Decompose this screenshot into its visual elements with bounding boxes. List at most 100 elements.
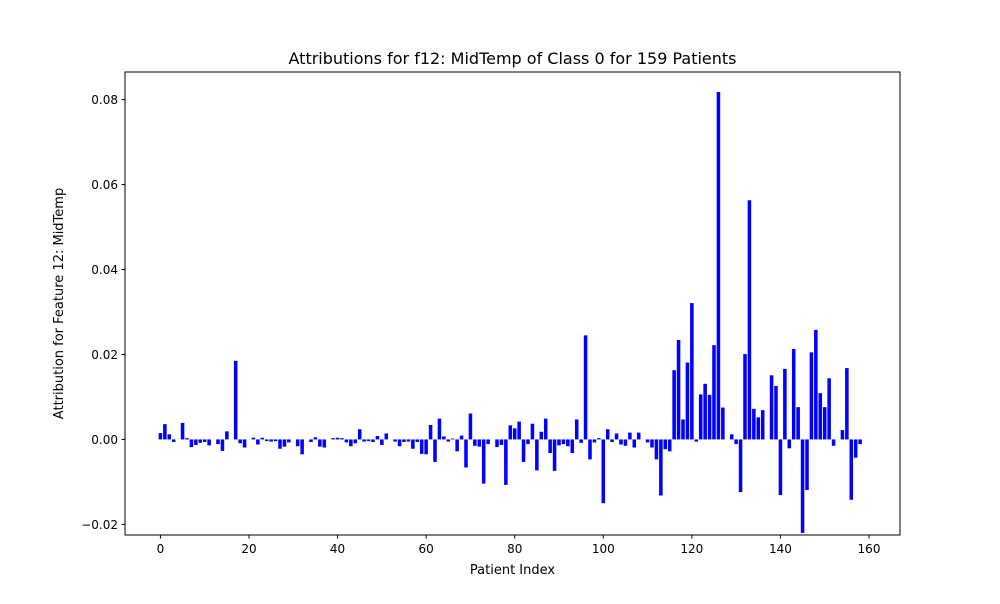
bar-patient-48	[371, 439, 375, 442]
y-tick-label: 0.06	[91, 178, 118, 192]
bar-patient-158	[858, 439, 862, 444]
bar-patient-86	[540, 432, 544, 440]
bar-patient-130	[734, 439, 738, 444]
bar-patient-22	[256, 439, 260, 444]
bar-patient-82	[522, 439, 526, 462]
bar-patient-25	[269, 439, 273, 441]
bar-patient-54	[398, 439, 402, 446]
bar-patient-59	[420, 439, 424, 453]
bar-patient-115	[668, 439, 672, 451]
x-tick-label: 140	[769, 542, 792, 556]
bar-patient-151	[827, 378, 831, 439]
bar-patient-32	[300, 439, 304, 454]
bar-patient-55	[402, 439, 406, 442]
bar-patient-111	[650, 439, 654, 447]
bar-patient-81	[517, 422, 521, 440]
bar-patient-121	[695, 439, 699, 441]
bar-patient-101	[606, 429, 610, 439]
bar-patient-71	[473, 439, 477, 445]
bar-patient-122	[699, 394, 703, 439]
x-tick-label: 160	[858, 542, 881, 556]
bar-patient-2	[168, 434, 172, 439]
bar-patient-8	[194, 439, 198, 445]
bar-patient-47	[367, 439, 371, 441]
bar-patient-134	[752, 409, 756, 440]
bar-patient-46	[362, 439, 366, 441]
bar-patient-50	[380, 439, 384, 445]
bar-patient-63	[438, 419, 442, 440]
bar-patient-69	[464, 439, 468, 467]
x-tick-label: 40	[330, 542, 345, 556]
bar-patient-97	[588, 439, 592, 459]
bar-patient-125	[712, 345, 716, 439]
bar-patient-64	[442, 436, 446, 439]
bar-patient-10	[203, 439, 207, 442]
bar-patient-135	[757, 417, 761, 439]
bar-patient-139	[774, 386, 778, 440]
bar-patient-13	[216, 439, 220, 444]
bar-patient-154	[841, 430, 845, 439]
bar-patient-79	[509, 425, 513, 439]
bar-patient-124	[708, 395, 712, 440]
bar-patient-119	[686, 363, 690, 440]
bar-patient-77	[500, 439, 504, 445]
bar-patient-62	[433, 439, 437, 462]
bar-patient-49	[376, 436, 380, 439]
bar-patient-40	[336, 438, 340, 440]
bar-patient-45	[358, 429, 362, 439]
bar-patient-24	[265, 439, 269, 441]
x-tick-label: 0	[157, 542, 165, 556]
bar-patient-31	[296, 439, 300, 446]
bar-patient-73	[482, 439, 486, 483]
bar-patient-155	[845, 368, 849, 439]
bar-patient-66	[451, 439, 455, 440]
bar-patient-87	[544, 419, 548, 440]
bar-patient-26	[274, 439, 278, 441]
bar-patient-106	[628, 433, 632, 440]
bar-patient-76	[495, 439, 499, 447]
bar-patient-110	[646, 439, 650, 442]
bar-patient-0	[159, 433, 163, 439]
y-tick-label: 0.08	[91, 93, 118, 107]
bar-patient-56	[407, 439, 411, 441]
bar-patient-60	[424, 439, 428, 454]
bar-patient-58	[416, 439, 420, 442]
bar-patient-23	[261, 438, 265, 440]
bar-patient-88	[548, 439, 552, 453]
bar-patient-9	[199, 439, 203, 442]
x-tick-label: 60	[419, 542, 434, 556]
bar-patient-149	[819, 393, 823, 439]
bar-patient-84	[531, 424, 535, 440]
bar-patient-51	[385, 433, 389, 439]
y-tick-label: 0.04	[91, 263, 118, 277]
bar-patient-150	[823, 407, 827, 439]
bar-patient-44	[354, 439, 358, 443]
bar-patient-39	[331, 438, 335, 439]
bar-patient-61	[429, 425, 433, 439]
bar-patient-85	[535, 439, 539, 470]
bar-patient-42	[345, 439, 349, 442]
bar-patient-21	[252, 438, 256, 440]
bar-patient-27	[278, 439, 282, 448]
bar-patient-41	[340, 438, 344, 439]
chart-title: Attributions for f12: MidTemp of Class 0…	[289, 49, 737, 68]
bar-patient-96	[584, 335, 588, 439]
bar-patient-133	[748, 200, 752, 439]
y-axis-label: Attribution for Feature 12: MidTemp	[52, 188, 67, 419]
bar-patient-103	[615, 433, 619, 439]
bar-patient-28	[283, 439, 287, 446]
bar-patient-74	[486, 439, 490, 444]
bar-patient-90	[557, 439, 561, 445]
bar-patient-156	[850, 439, 854, 499]
bar-patient-43	[349, 439, 353, 446]
bar-patient-145	[801, 439, 805, 532]
bar-patient-92	[566, 439, 570, 446]
bar-patient-80	[513, 428, 517, 439]
x-tick-label: 100	[592, 542, 615, 556]
bar-patient-19	[243, 439, 247, 447]
bar-patient-136	[761, 410, 765, 439]
bar-patient-100	[602, 439, 606, 503]
bar-patient-141	[783, 369, 787, 440]
